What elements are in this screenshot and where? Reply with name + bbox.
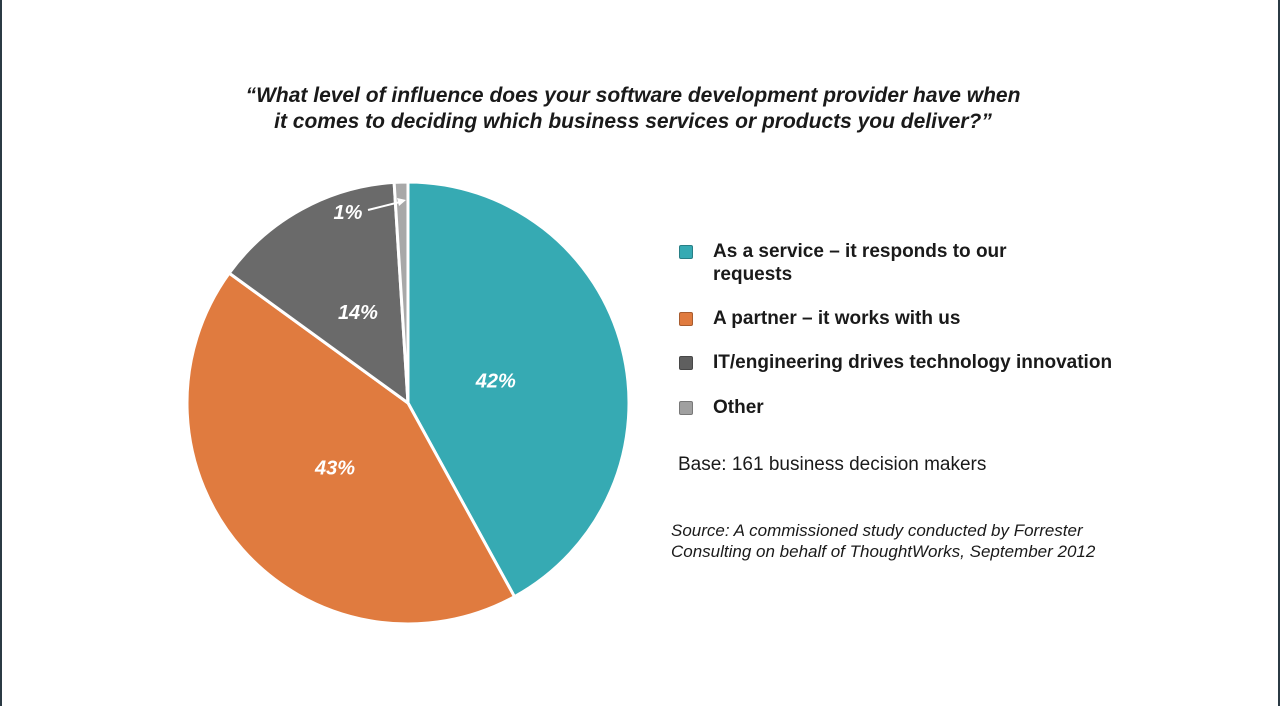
slice-other <box>392 180 410 405</box>
source-note-line-2: Consulting on behalf of ThoughtWorks, Se… <box>671 542 1096 561</box>
slice-label-other: 1% <box>334 202 363 224</box>
slice-label-service: 42% <box>475 370 516 392</box>
slice-it-engineering <box>227 180 410 405</box>
base-note: Base: 161 business decision makers <box>678 454 987 475</box>
source-note: Source: A commissioned study conducted b… <box>671 520 1101 562</box>
legend-swatch-service <box>679 245 693 259</box>
other-callout-arrow-line <box>367 201 401 211</box>
source-note-line-1: Source: A commissioned study conducted b… <box>671 521 1083 540</box>
slice-label-partner: 43% <box>314 457 355 479</box>
legend-swatch-other <box>679 401 693 415</box>
chart-title-line-2: it comes to deciding which business serv… <box>274 110 992 133</box>
legend-swatch-partner <box>679 312 693 326</box>
slice-partner <box>185 271 516 626</box>
legend-swatch-it-engineering <box>679 356 693 370</box>
legend-label-service: As a service – it responds to our reques… <box>713 241 1007 285</box>
legend-label-other: Other <box>713 397 764 418</box>
slice-service <box>406 180 631 599</box>
chart-title: “What level of influence does your softw… <box>2 83 1264 135</box>
legend-label-it-engineering: IT/engineering drives technology innovat… <box>713 352 1113 373</box>
chart-title-line-1: “What level of influence does your softw… <box>245 84 1021 107</box>
slice-label-it-engineering: 14% <box>338 302 378 324</box>
legend-label-partner: A partner – it works with us <box>713 308 961 329</box>
other-callout-arrow-head <box>397 198 406 206</box>
